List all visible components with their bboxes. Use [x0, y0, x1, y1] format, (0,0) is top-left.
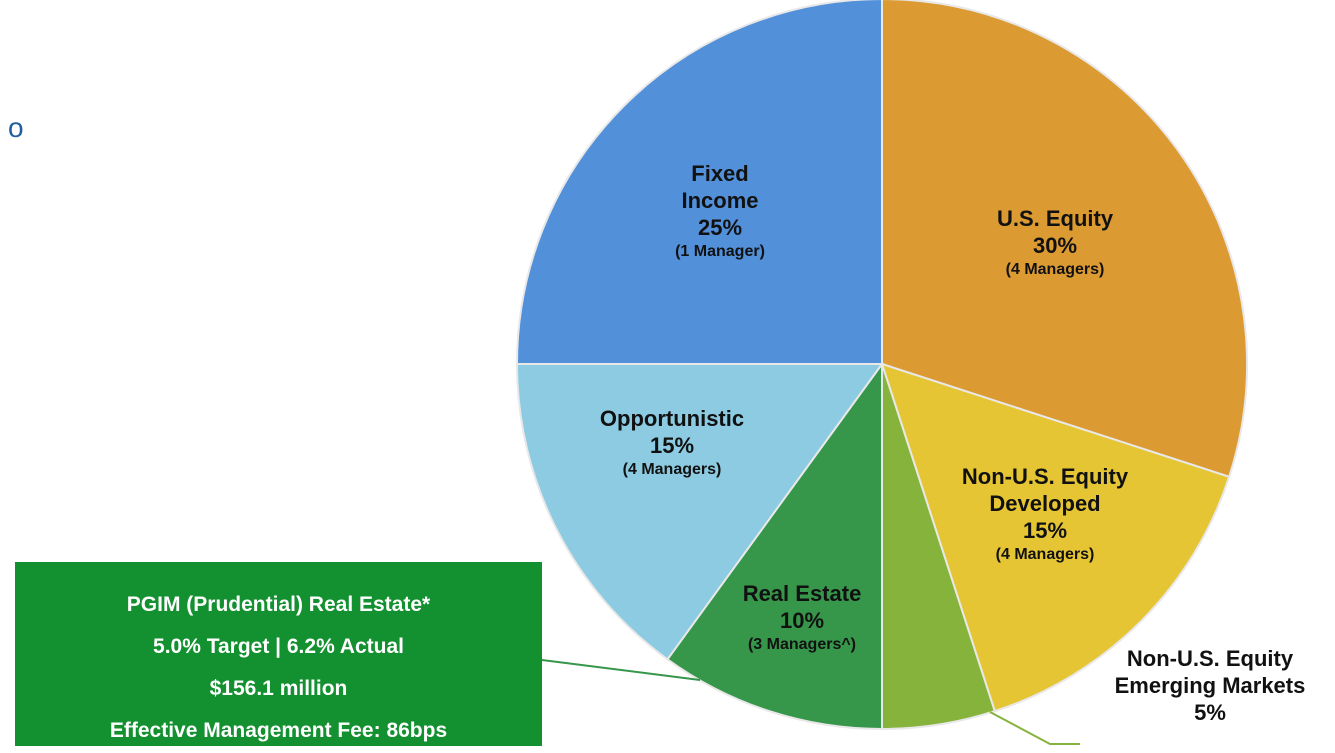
managers-label: (4 Managers)	[995, 546, 1095, 563]
category-name: Non-U.S. Equity Emerging Markets	[1114, 646, 1306, 698]
category-name: Real Estate	[742, 581, 862, 606]
pie-slice	[666, 360, 883, 731]
pie-slice	[881, 0, 1248, 479]
managers-label: (1 Manager)	[675, 243, 765, 260]
percent-label: 30%	[1032, 233, 1078, 258]
percent-label: 25%	[697, 215, 743, 240]
callout-line: $156.1 million	[209, 677, 348, 700]
callout-line: 5.0% Target | 6.2% Actual	[153, 635, 404, 658]
percent-label: 5%	[1194, 700, 1226, 725]
slice-label: U.S. Equity 30% (4 Managers)	[945, 205, 1165, 281]
managers-label: (4 Managers)	[622, 461, 722, 478]
percent-label: 15%	[649, 433, 695, 458]
category-name: Non-U.S. Equity Developed	[961, 464, 1129, 516]
pie-slice	[515, 0, 883, 365]
managers-label: (4 Managers)	[1005, 261, 1105, 278]
leader-line	[541, 659, 701, 681]
percent-label: 10%	[779, 608, 825, 633]
leader-line	[989, 711, 1080, 745]
category-name: U.S. Equity	[996, 206, 1114, 231]
category-name: Fixed Income	[681, 161, 759, 213]
managers-label: (3 Managers^)	[747, 636, 857, 653]
callout-line: PGIM (Prudential) Real Estate*	[126, 593, 431, 616]
category-name: Opportunistic	[599, 406, 745, 431]
callout: PGIM (Prudential) Real Estate* 5.0% Targe…	[15, 562, 542, 746]
slice-label: Fixed Income 25% (1 Manager)	[660, 160, 780, 263]
callout-line: Effective Management Fee: 86bps	[109, 719, 448, 742]
pie-slice	[515, 363, 884, 661]
percent-label: 15%	[1022, 518, 1068, 543]
pie-slice	[880, 362, 1231, 713]
slice-label: Real Estate 10% (3 Managers^)	[702, 580, 902, 656]
slice-label: Non-U.S. Equity Developed 15% (4 Managers)	[920, 463, 1170, 566]
side-text: o	[8, 112, 24, 143]
slice-label: Non-U.S. Equity Emerging Markets 5%	[1080, 645, 1335, 726]
slice-label: Opportunistic 15% (4 Managers)	[557, 405, 787, 481]
